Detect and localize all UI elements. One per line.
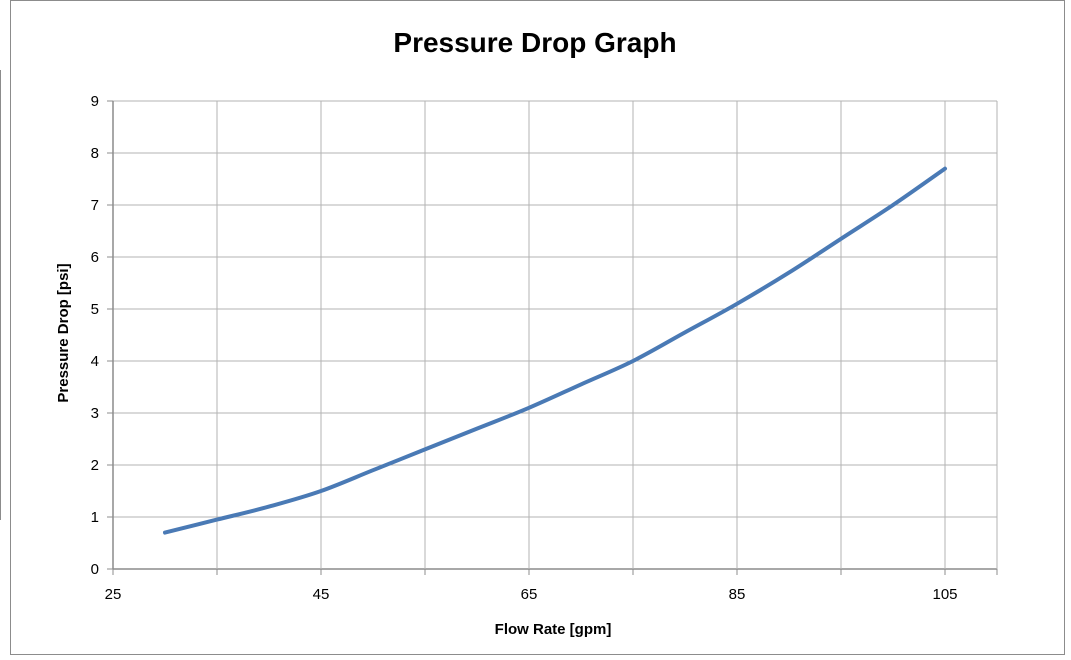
y-tick-label: 4: [91, 353, 99, 370]
y-tick-label: 6: [91, 249, 99, 266]
axis-layer: [107, 100, 998, 575]
y-axis-title: Pressure Drop [psi]: [55, 263, 72, 402]
chart-title: Pressure Drop Graph: [393, 27, 676, 58]
x-axis-title: Flow Rate [gpm]: [495, 621, 612, 638]
y-tick-label: 3: [91, 405, 99, 422]
x-tick-label: 45: [313, 586, 330, 603]
y-tick-label: 8: [91, 145, 99, 162]
y-tick-label: 5: [91, 301, 99, 318]
y-tick-label: 1: [91, 509, 99, 526]
x-tick-label: 25: [105, 586, 122, 603]
grid-layer: [112, 100, 998, 570]
y-tick-label: 2: [91, 457, 99, 474]
pressure-drop-series-line: [163, 166, 947, 535]
y-tick-label: 9: [91, 93, 99, 110]
chart-frame: [10, 0, 1065, 655]
page-edge-line: [0, 70, 1, 520]
x-tick-label: 85: [729, 586, 746, 603]
x-tick-label: 65: [521, 586, 538, 603]
x-tick-label: 105: [932, 586, 957, 603]
y-tick-label: 7: [91, 197, 99, 214]
y-tick-label: 0: [91, 561, 99, 578]
series-layer: [163, 166, 947, 535]
